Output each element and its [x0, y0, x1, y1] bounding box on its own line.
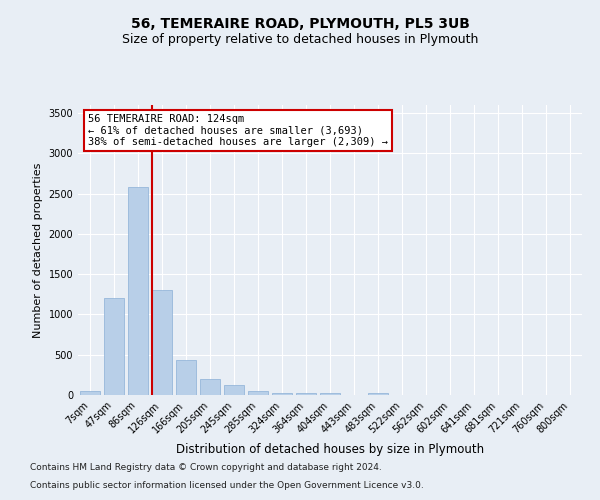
Bar [128, 187, 148, 395]
Bar [80, 391, 100, 395]
Text: 56, TEMERAIRE ROAD, PLYMOUTH, PL5 3UB: 56, TEMERAIRE ROAD, PLYMOUTH, PL5 3UB [131, 18, 469, 32]
Bar [200, 379, 220, 395]
Text: Contains HM Land Registry data © Crown copyright and database right 2024.: Contains HM Land Registry data © Crown c… [30, 464, 382, 472]
Bar [176, 360, 196, 395]
Text: Contains public sector information licensed under the Open Government Licence v3: Contains public sector information licen… [30, 481, 424, 490]
Text: 56 TEMERAIRE ROAD: 124sqm
← 61% of detached houses are smaller (3,693)
38% of se: 56 TEMERAIRE ROAD: 124sqm ← 61% of detac… [88, 114, 388, 147]
X-axis label: Distribution of detached houses by size in Plymouth: Distribution of detached houses by size … [176, 443, 484, 456]
Bar [368, 393, 388, 395]
Y-axis label: Number of detached properties: Number of detached properties [33, 162, 43, 338]
Bar [320, 394, 340, 395]
Text: Size of property relative to detached houses in Plymouth: Size of property relative to detached ho… [122, 32, 478, 46]
Bar [224, 384, 244, 395]
Bar [248, 390, 268, 395]
Bar [152, 290, 172, 395]
Bar [272, 392, 292, 395]
Bar [296, 393, 316, 395]
Bar [104, 298, 124, 395]
